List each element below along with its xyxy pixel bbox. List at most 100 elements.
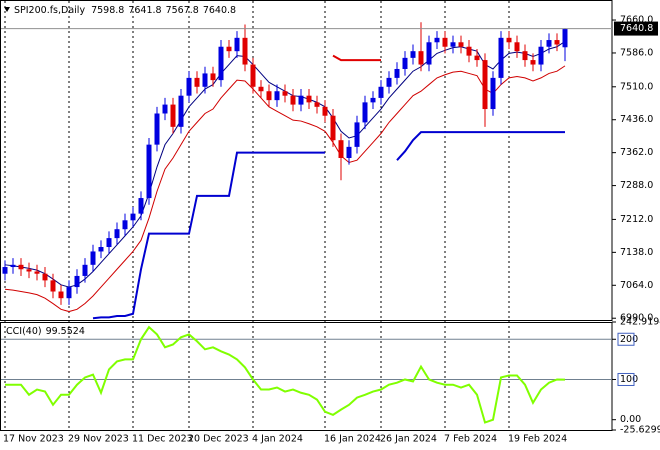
symbol: SPI200.fs,Daily <box>14 5 85 16</box>
candle-body <box>354 122 360 147</box>
candle-body <box>274 91 280 101</box>
candle-body <box>138 198 144 214</box>
candle-body <box>146 144 152 199</box>
candle-body <box>218 46 224 81</box>
candle-body <box>434 37 440 43</box>
candle-body <box>258 86 264 92</box>
candle-body <box>346 146 352 158</box>
candle-body <box>98 247 104 252</box>
candle-body <box>122 220 128 230</box>
overlay-line <box>332 54 381 62</box>
x-tick-label: 16 Jan 2024 <box>324 434 381 445</box>
candle-body <box>314 102 320 107</box>
header: SPI200.fs,Daily 7598.8 7641.8 7567.8 7640.8 <box>14 5 236 16</box>
candle-body <box>282 91 288 96</box>
candle-body <box>90 251 96 265</box>
candle-body <box>74 275 80 288</box>
candle-body <box>154 113 160 145</box>
y-tick-label: 0.00 <box>620 414 641 425</box>
overlay-line <box>4 65 566 313</box>
y-tick-label: 7064.0 <box>620 280 653 291</box>
candle-body <box>194 77 200 87</box>
y-tick-label: 7212.0 <box>620 214 653 225</box>
candle-body <box>426 42 432 65</box>
candle-body <box>266 91 272 101</box>
x-tick-label: 20 Dec 2023 <box>188 434 249 445</box>
header-marker <box>4 7 10 12</box>
candle-body <box>362 102 368 123</box>
candle-body <box>82 264 88 276</box>
x-tick-label: 26 Jan 2024 <box>380 434 437 445</box>
candle-body <box>210 73 216 81</box>
candle-body <box>394 68 400 78</box>
candle-body <box>50 280 56 292</box>
x-tick-label: 4 Jan 2024 <box>252 434 303 445</box>
y-tick-label: 7586.0 <box>620 47 653 58</box>
low-value: 7567.8 <box>166 5 199 16</box>
candle-body <box>546 40 552 47</box>
indicator-title: CCI(40) <box>6 326 42 337</box>
candle-body <box>506 37 512 43</box>
price-panel <box>0 0 613 321</box>
y-tick-label: 7510.0 <box>620 81 653 92</box>
y-tick-label: 7138.0 <box>620 247 653 258</box>
candle-body <box>2 267 8 274</box>
y-tick-label: 7362.0 <box>620 147 653 158</box>
candle-body <box>242 37 248 65</box>
candle-body <box>66 287 72 299</box>
indicator-panel <box>0 322 613 431</box>
price-label: 7640.8 <box>620 23 653 34</box>
candle-body <box>106 238 112 248</box>
candle-body <box>418 51 424 65</box>
candle-body <box>178 95 184 127</box>
y-tick-label: 7288.0 <box>620 180 653 191</box>
candle-body <box>386 77 392 87</box>
candle-body <box>130 213 136 221</box>
y-tick-label: 6990.0 <box>620 313 653 324</box>
candle-body <box>410 51 416 58</box>
level-marker <box>617 372 635 386</box>
candle-body <box>26 269 32 272</box>
y-tick-label: 200 <box>620 334 638 345</box>
candle-body <box>482 60 488 110</box>
candle-body <box>234 37 240 52</box>
overlay-line <box>92 131 565 320</box>
candle-body <box>378 86 384 98</box>
candle-body <box>202 73 208 87</box>
candle-body <box>330 115 336 141</box>
x-tick-label: 11 Dec 2023 <box>132 434 193 445</box>
candle-body <box>402 57 408 69</box>
candle-body <box>170 104 176 127</box>
open-value: 7598.8 <box>91 5 124 16</box>
candle-body <box>322 106 328 116</box>
close-value: 7640.8 <box>203 5 236 16</box>
candle-body <box>290 95 296 105</box>
candle-body <box>490 77 496 110</box>
candle-body <box>306 95 312 103</box>
indicator-value: 99.5524 <box>46 326 85 337</box>
candle-body <box>554 40 560 45</box>
candle-body <box>450 42 456 47</box>
y-tick-label: 100 <box>620 374 638 385</box>
y-tick-label: -25.6299 <box>620 425 660 436</box>
candle-body <box>562 28 568 48</box>
x-tick-label: 29 Nov 2023 <box>68 434 129 445</box>
candle-body <box>298 95 304 105</box>
candle-body <box>370 97 376 103</box>
candle-body <box>522 51 528 61</box>
candle-body <box>338 140 344 158</box>
candle-body <box>114 229 120 239</box>
y-tick-label: 7660.0 <box>620 15 653 26</box>
indicator-header: CCI(40) 99.5524 <box>6 326 85 337</box>
candle-body <box>42 273 48 281</box>
level-marker <box>617 332 635 346</box>
x-tick-label: 19 Feb 2024 <box>508 434 567 445</box>
candle-body <box>186 77 192 96</box>
candle-body <box>458 42 464 47</box>
candle-body <box>538 46 544 65</box>
candle-body <box>442 37 448 47</box>
candle-body <box>466 46 472 56</box>
candle-body <box>18 264 24 270</box>
candle-body <box>162 104 168 114</box>
candle-body <box>250 64 256 87</box>
